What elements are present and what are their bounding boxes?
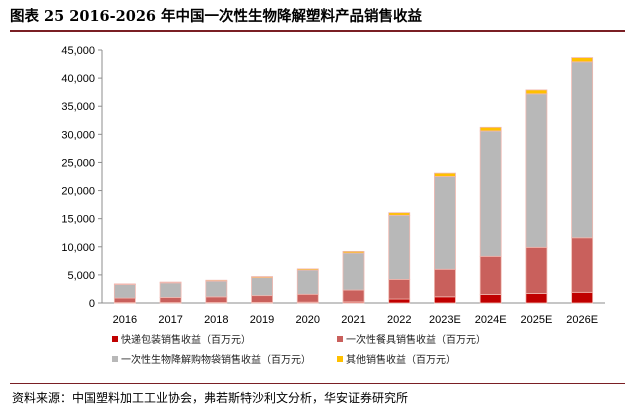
x-tick-label: 2016 bbox=[113, 314, 137, 326]
bar-segment-2024E-series-2 bbox=[479, 255, 502, 295]
y-tick-label: 20,000 bbox=[61, 186, 95, 198]
bar-segment-2024E-series-4 bbox=[479, 126, 502, 132]
legend-swatch-series-1 bbox=[112, 336, 118, 342]
bar-segment-2022-series-1 bbox=[388, 298, 411, 304]
x-tick-label: 2024E bbox=[475, 314, 507, 326]
x-tick-label: 2017 bbox=[158, 314, 182, 326]
y-tick-label: 10,000 bbox=[61, 242, 95, 254]
bar-segment-2020-series-4 bbox=[296, 268, 319, 271]
legend-label-series-1: 快递包装销售收益（百万元） bbox=[121, 333, 251, 346]
y-tick-label: 45,000 bbox=[61, 45, 95, 57]
bar-segment-2025E-series-1 bbox=[525, 293, 548, 304]
legend-label-series-4: 其他销售收益（百万元） bbox=[346, 353, 456, 366]
bar-segment-2022-series-3 bbox=[388, 214, 411, 280]
bar-segment-2024E-series-3 bbox=[479, 130, 502, 257]
bar-segment-2020-series-2 bbox=[296, 293, 319, 303]
legend-swatch-series-3 bbox=[112, 356, 118, 362]
x-tick-label: 2022 bbox=[387, 314, 411, 326]
bar-segment-2016-series-3 bbox=[113, 284, 136, 299]
y-tick-label: 30,000 bbox=[61, 129, 95, 141]
bar-segment-2020-series-3 bbox=[296, 269, 319, 295]
stacked-bar-chart: 0 5,000 10,000 15,000 20,000 25,000 30,000 35,0… bbox=[61, 45, 605, 366]
bar-segment-2018-series-2 bbox=[205, 296, 228, 303]
bar-segment-2022-series-2 bbox=[388, 278, 411, 300]
bar-segment-2024E-series-1 bbox=[479, 294, 502, 304]
bar-segment-2023E-series-3 bbox=[434, 176, 456, 270]
x-tick-label: 2025E bbox=[521, 314, 553, 326]
bar-segment-2026E-series-1 bbox=[571, 291, 594, 304]
x-tick-label: 2020 bbox=[296, 314, 320, 326]
legend-label-series-3: 一次性生物降解购物袋销售收益（百万元） bbox=[121, 353, 311, 366]
y-tick-label: 25,000 bbox=[61, 157, 95, 169]
bar-segment-2021-series-2 bbox=[342, 289, 365, 303]
bar-segment-2021-series-3 bbox=[342, 252, 365, 291]
bar-segment-2025E-series-2 bbox=[525, 246, 548, 294]
y-tick-label: 40,000 bbox=[61, 73, 95, 85]
x-tick-label: 2019 bbox=[250, 314, 274, 326]
bar-segment-2019-series-3 bbox=[251, 277, 273, 297]
y-tick-label: 35,000 bbox=[61, 101, 95, 113]
legend-label-series-2: 一次性餐具销售收益（百万元） bbox=[346, 333, 486, 346]
bar-segment-2016-series-2 bbox=[113, 297, 136, 304]
legend-swatch-series-2 bbox=[337, 336, 343, 342]
legend-swatch-series-4 bbox=[337, 356, 343, 362]
y-tick-label: 15,000 bbox=[61, 214, 95, 226]
x-tick-label: 2021 bbox=[341, 314, 365, 326]
x-tick-label: 2018 bbox=[204, 314, 228, 326]
bar-segment-2016-series-4 bbox=[113, 283, 136, 286]
bar-segment-2025E-series-3 bbox=[525, 93, 548, 248]
bar-segment-2017-series-2 bbox=[159, 297, 182, 303]
bar-segment-2018-series-3 bbox=[205, 280, 228, 298]
y-tick-label: 0 bbox=[89, 298, 95, 310]
bar-segment-2022-series-4 bbox=[388, 212, 411, 216]
bar-segment-2019-series-4 bbox=[251, 276, 273, 279]
bar-segment-2023E-series-1 bbox=[434, 296, 456, 304]
bar-segment-2026E-series-2 bbox=[571, 237, 594, 293]
bar-segment-2026E-series-4 bbox=[571, 57, 594, 63]
y-tick-label: 5,000 bbox=[67, 270, 95, 282]
chart-title: 图表 25 2016-2026 年中国一次性生物降解塑料产品销售收益 bbox=[10, 8, 423, 25]
bar-segment-2026E-series-3 bbox=[571, 61, 594, 239]
x-tick-label: 2023E bbox=[429, 314, 461, 326]
bar-segment-2017-series-4 bbox=[159, 281, 182, 284]
bar-segment-2023E-series-2 bbox=[434, 268, 456, 298]
bar-segment-2017-series-3 bbox=[159, 282, 182, 298]
source-note: 资料来源：中国塑料加工工业协会，弗若斯特沙利文分析，华安证券研究所 bbox=[12, 391, 409, 405]
source-bar: 资料来源：中国塑料加工工业协会，弗若斯特沙利文分析，华安证券研究所 bbox=[10, 383, 625, 412]
bar-segment-2021-series-4 bbox=[342, 250, 365, 254]
bar-segment-2019-series-2 bbox=[251, 295, 273, 303]
title-bar: 图表 25 2016-2026 年中国一次性生物降解塑料产品销售收益 bbox=[10, 4, 625, 32]
bar-segment-2025E-series-4 bbox=[525, 89, 548, 95]
bar-segment-2023E-series-4 bbox=[434, 172, 456, 177]
x-tick-label: 2026E bbox=[566, 314, 598, 326]
bar-segment-2018-series-4 bbox=[205, 279, 228, 282]
